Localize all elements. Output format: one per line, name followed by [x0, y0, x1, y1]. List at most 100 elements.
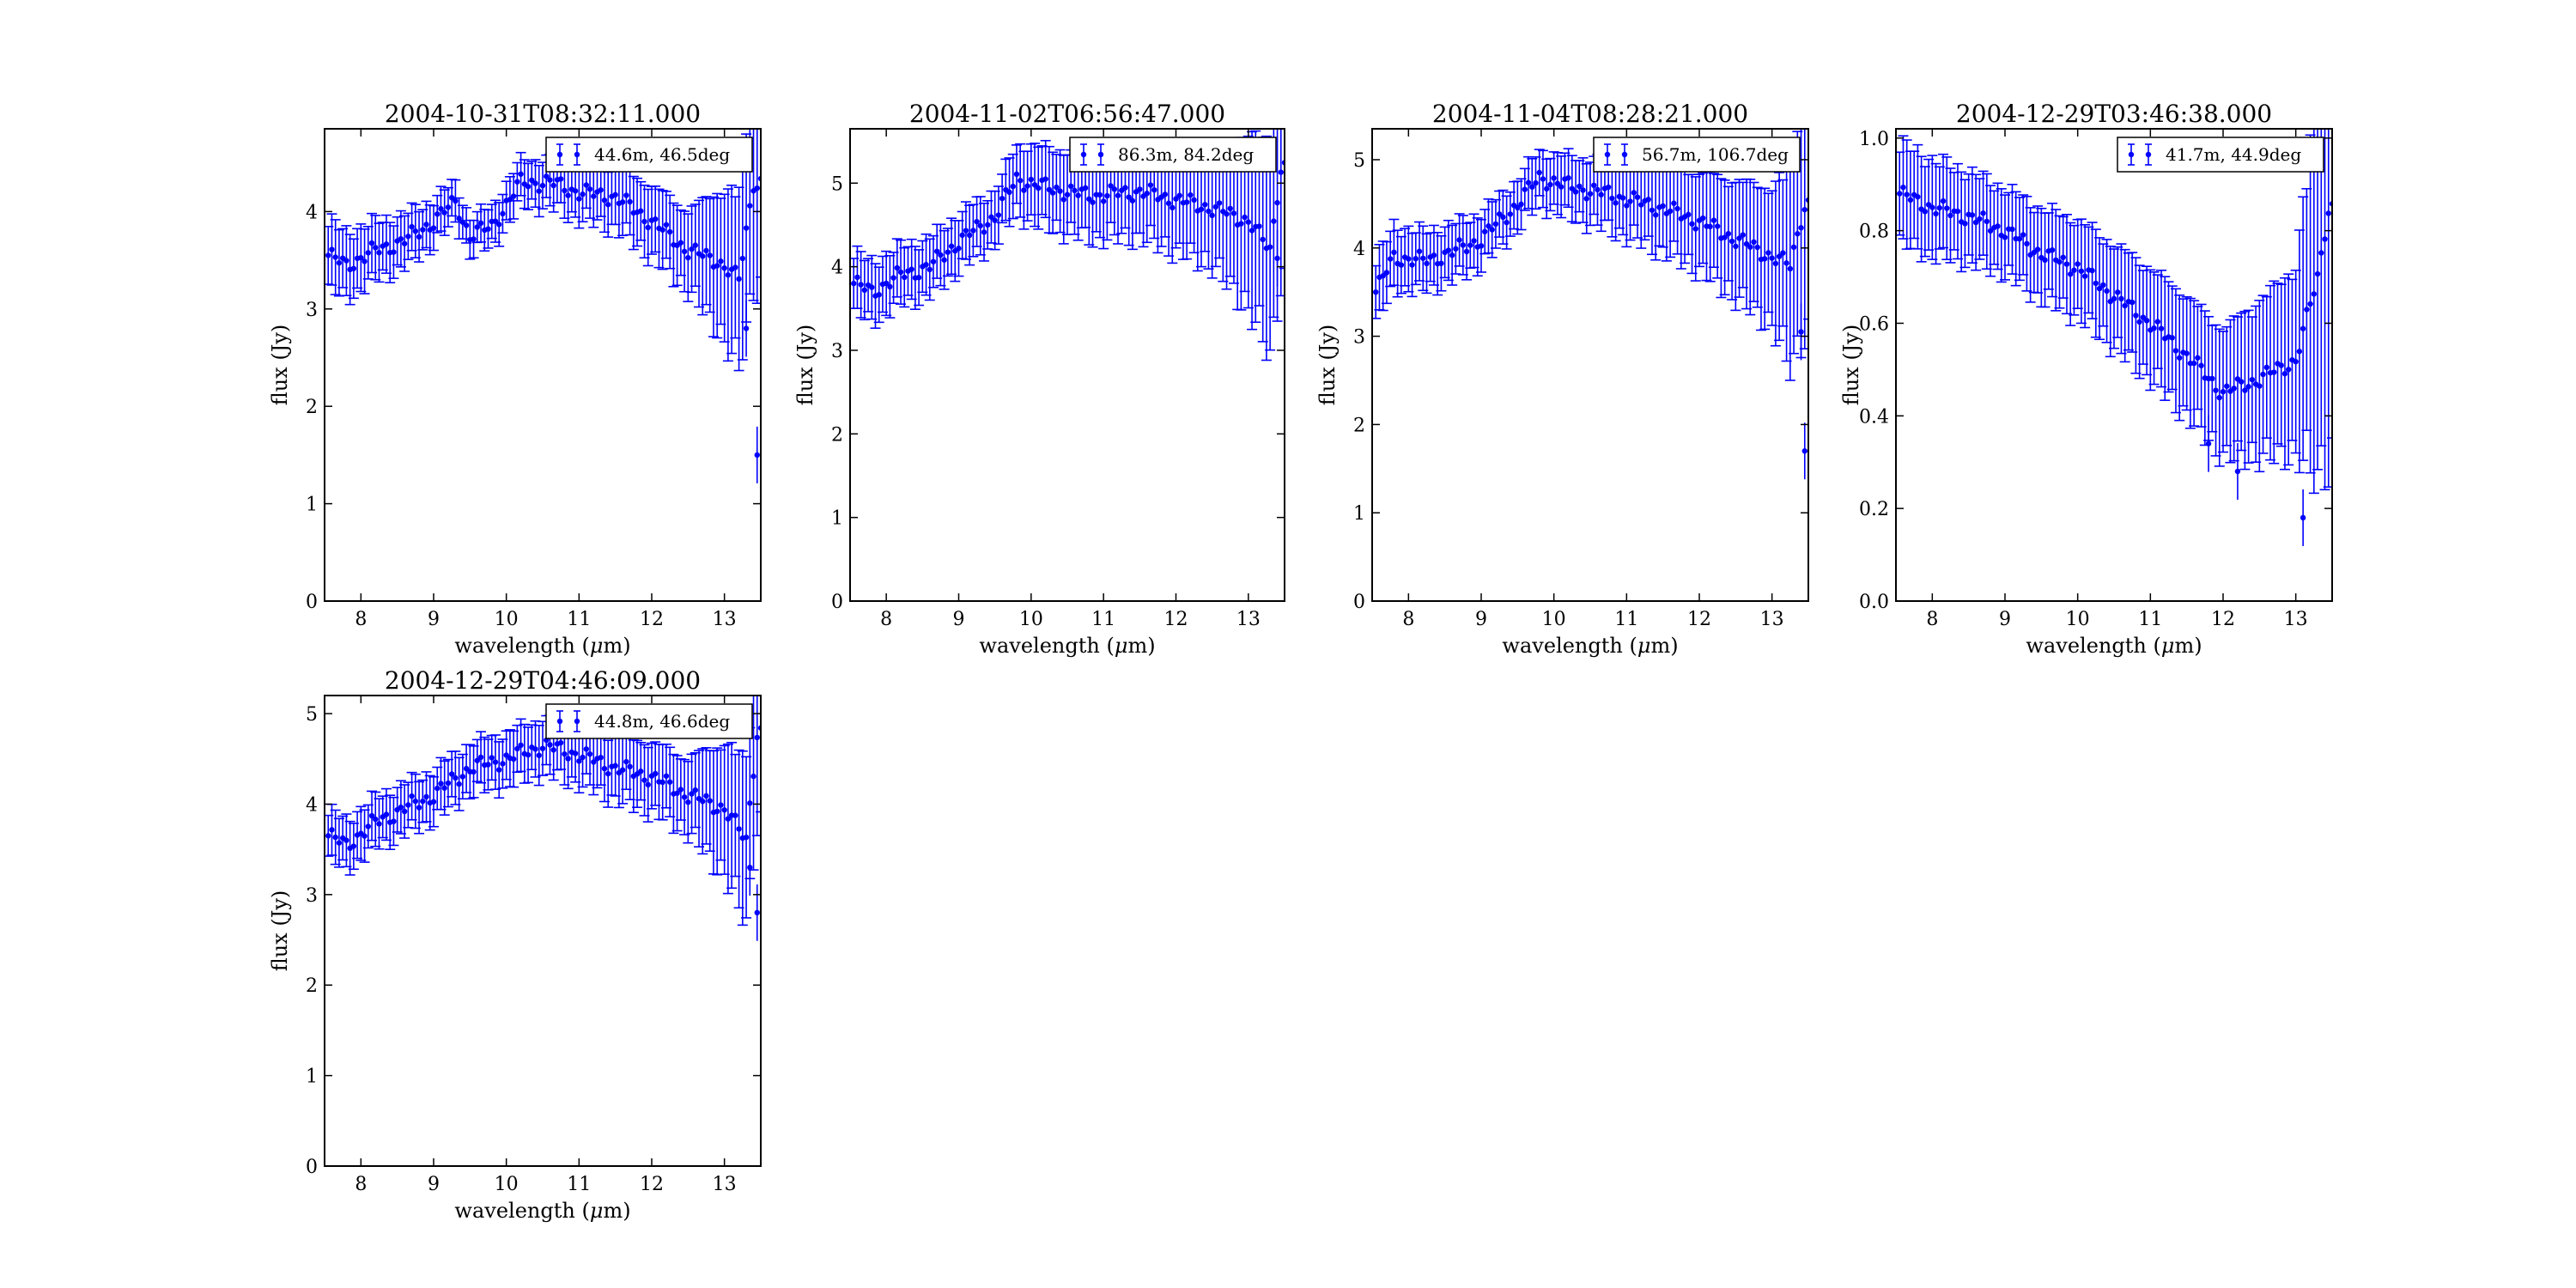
- data-point: [343, 837, 349, 843]
- y-tick-label: 4: [831, 258, 843, 279]
- data-point: [2049, 246, 2056, 253]
- data-point: [1595, 186, 1601, 193]
- data-point: [2068, 271, 2074, 277]
- data-point: [1660, 203, 1666, 210]
- data-point: [2213, 387, 2219, 393]
- data-point: [707, 798, 713, 804]
- data-point: [547, 177, 553, 183]
- data-point: [681, 248, 688, 255]
- data-point: [725, 272, 732, 278]
- data-point: [525, 184, 532, 190]
- data-point: [721, 807, 727, 813]
- data-point: [376, 250, 382, 256]
- data-point: [1522, 186, 1528, 192]
- x-tick-label: 12: [640, 609, 664, 630]
- x-tick-label: 11: [2138, 609, 2162, 630]
- legend-marker-icon: [2128, 151, 2135, 158]
- data-point: [525, 751, 532, 758]
- data-point: [448, 194, 455, 201]
- data-point: [518, 171, 524, 177]
- data-point: [1984, 218, 1990, 225]
- y-tick-label: 3: [306, 300, 318, 321]
- data-point: [1036, 185, 1042, 191]
- axes-frame: [849, 128, 1285, 602]
- data-point: [583, 746, 589, 752]
- x-tick-label: 13: [713, 609, 737, 630]
- data-point: [2314, 270, 2321, 277]
- data-point: [2081, 273, 2088, 279]
- data-point: [1126, 194, 1132, 200]
- data-point: [329, 827, 335, 833]
- data-point: [1653, 212, 1659, 218]
- data-point: [1274, 255, 1280, 262]
- data-point: [1540, 176, 1546, 182]
- data-point: [1409, 262, 1415, 268]
- data-point: [985, 222, 991, 228]
- data-point: [1227, 205, 1233, 212]
- data-point: [2122, 302, 2128, 309]
- data-point: [1645, 197, 1651, 203]
- x-axis-label: wavelength (μm): [454, 634, 630, 658]
- data-point: [2096, 285, 2103, 292]
- data-point: [507, 197, 513, 203]
- data-point: [1151, 186, 1157, 193]
- data-point: [547, 742, 553, 748]
- data-point: [1569, 185, 1576, 191]
- data-point: [685, 254, 691, 261]
- data-point: [1471, 238, 1477, 244]
- data-point: [2234, 468, 2241, 475]
- data-point: [974, 218, 980, 225]
- data-point: [1733, 243, 1739, 250]
- data-series: [1896, 129, 2332, 546]
- data-point: [1398, 262, 1405, 268]
- data-point: [894, 264, 901, 271]
- data-point: [409, 793, 415, 799]
- data-point: [391, 818, 397, 824]
- data-point: [401, 240, 408, 246]
- data-point: [1897, 191, 1903, 197]
- data-point: [562, 750, 568, 757]
- data-point: [623, 758, 629, 765]
- data-point: [1129, 197, 1136, 204]
- data-point: [544, 173, 550, 179]
- data-point: [612, 191, 618, 197]
- x-tick-label: 8: [1926, 609, 1938, 630]
- data-point: [376, 821, 382, 827]
- data-point: [623, 192, 629, 198]
- data-point: [459, 219, 466, 225]
- data-point: [1769, 255, 1775, 261]
- data-point: [890, 275, 896, 281]
- x-tick-label: 8: [355, 609, 367, 630]
- data-point: [474, 224, 480, 230]
- x-axis-label: wavelength (μm): [2026, 634, 2202, 658]
- y-tick-label: 1: [306, 495, 318, 516]
- data-point: [732, 812, 738, 818]
- data-point: [412, 228, 419, 234]
- data-point: [485, 226, 491, 232]
- x-tick-label: 11: [1614, 609, 1638, 630]
- data-point: [2238, 379, 2245, 385]
- legend: 44.8m, 46.6deg: [545, 703, 753, 739]
- x-tick-label: 12: [1164, 609, 1188, 630]
- data-point: [1533, 179, 1539, 186]
- data-point: [420, 798, 426, 805]
- legend: 44.6m, 46.5deg: [545, 137, 753, 173]
- data-point: [598, 187, 604, 193]
- data-point: [532, 746, 538, 752]
- data-point: [496, 222, 502, 228]
- subplot-title: 2004-11-04T08:28:21.000: [1432, 100, 1748, 128]
- data-point: [2216, 394, 2222, 401]
- x-tick-label: 11: [1091, 609, 1115, 630]
- data-point: [2325, 210, 2331, 216]
- data-series: [325, 696, 761, 941]
- data-point: [999, 195, 1005, 202]
- data-point: [1031, 182, 1038, 188]
- data-point: [1634, 194, 1641, 200]
- data-point: [1271, 218, 1277, 224]
- data-point: [703, 247, 709, 254]
- x-axis-label: wavelength (μm): [1502, 634, 1678, 658]
- data-point: [1115, 192, 1121, 198]
- data-point: [1780, 250, 1786, 256]
- data-point: [1995, 223, 2001, 229]
